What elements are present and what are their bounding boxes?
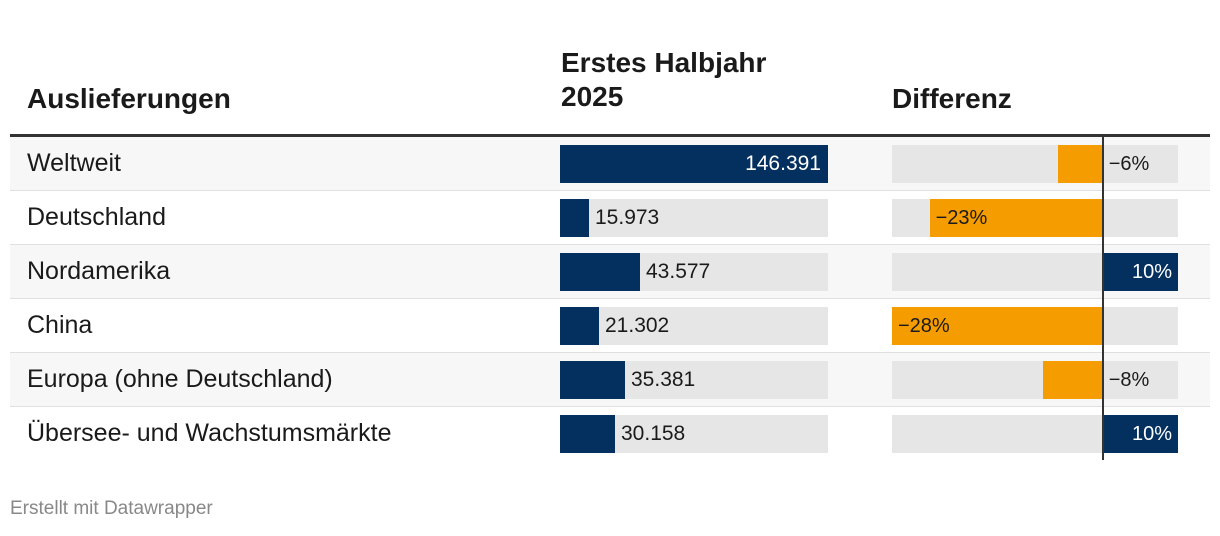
value-label: 35.381 — [631, 368, 696, 391]
header-value: Erstes Halbjahr 2025 — [561, 47, 767, 112]
row-label: China — [27, 311, 93, 339]
diff-bar — [929, 199, 1103, 237]
value-bar — [560, 361, 625, 399]
diff-label: −8% — [1108, 369, 1150, 391]
table-row: Deutschland 15.973 −23% — [10, 191, 1210, 245]
table-row: China 21.302 −28% — [10, 299, 1210, 353]
table-row: Übersee- und Wachstumsmärkte 30.158 10% — [10, 407, 1210, 460]
value-bar-track — [560, 199, 828, 237]
table-row: Europa (ohne Deutschland) 35.381 −8% — [10, 353, 1210, 407]
diff-bar — [1102, 253, 1178, 291]
header-diff: Differenz — [892, 83, 1012, 114]
value-bar — [560, 253, 640, 291]
diff-label: 10% — [1131, 423, 1172, 445]
row-label: Europa (ohne Deutschland) — [27, 365, 333, 393]
value-label: 30.158 — [621, 422, 686, 445]
diff-label: −28% — [898, 315, 950, 337]
diff-bar — [1102, 415, 1178, 453]
diff-label: −23% — [935, 207, 988, 229]
value-label: 43.577 — [646, 260, 711, 283]
diff-bar — [1057, 145, 1103, 183]
value-bar — [560, 145, 828, 183]
table-header: Auslieferungen Erstes Halbjahr 2025 Diff… — [10, 0, 1210, 137]
diff-bar — [1042, 361, 1103, 399]
header-region: Auslieferungen — [27, 83, 231, 114]
value-bar — [560, 307, 599, 345]
row-label: Übersee- und Wachstumsmärkte — [27, 419, 392, 447]
value-label: 15.973 — [595, 206, 660, 229]
diff-label: 10% — [1131, 261, 1172, 283]
value-bar-track — [560, 307, 828, 345]
value-label: 21.302 — [605, 314, 670, 337]
value-bar — [560, 415, 615, 453]
row-label: Nordamerika — [27, 257, 171, 285]
row-label: Deutschland — [27, 203, 166, 231]
diff-bar — [892, 307, 1103, 345]
value-bar — [560, 199, 589, 237]
table-row: Weltweit 146.391 −6% — [10, 137, 1210, 191]
value-label: 146.391 — [745, 152, 821, 175]
row-label: Weltweit — [27, 149, 122, 177]
diff-bar-track — [892, 145, 1178, 183]
diff-bar-track — [892, 361, 1178, 399]
data-table: Auslieferungen Erstes Halbjahr 2025 Diff… — [10, 0, 1210, 460]
diff-label: −6% — [1108, 153, 1150, 175]
footer-credit: Erstellt mit Datawrapper — [10, 498, 213, 519]
diff-zero-line — [1102, 134, 1104, 460]
table-row: Nordamerika 43.577 10% — [10, 245, 1210, 299]
table-body: Weltweit 146.391 −6% Deutschland 15.973 −23% N… — [10, 137, 1210, 460]
